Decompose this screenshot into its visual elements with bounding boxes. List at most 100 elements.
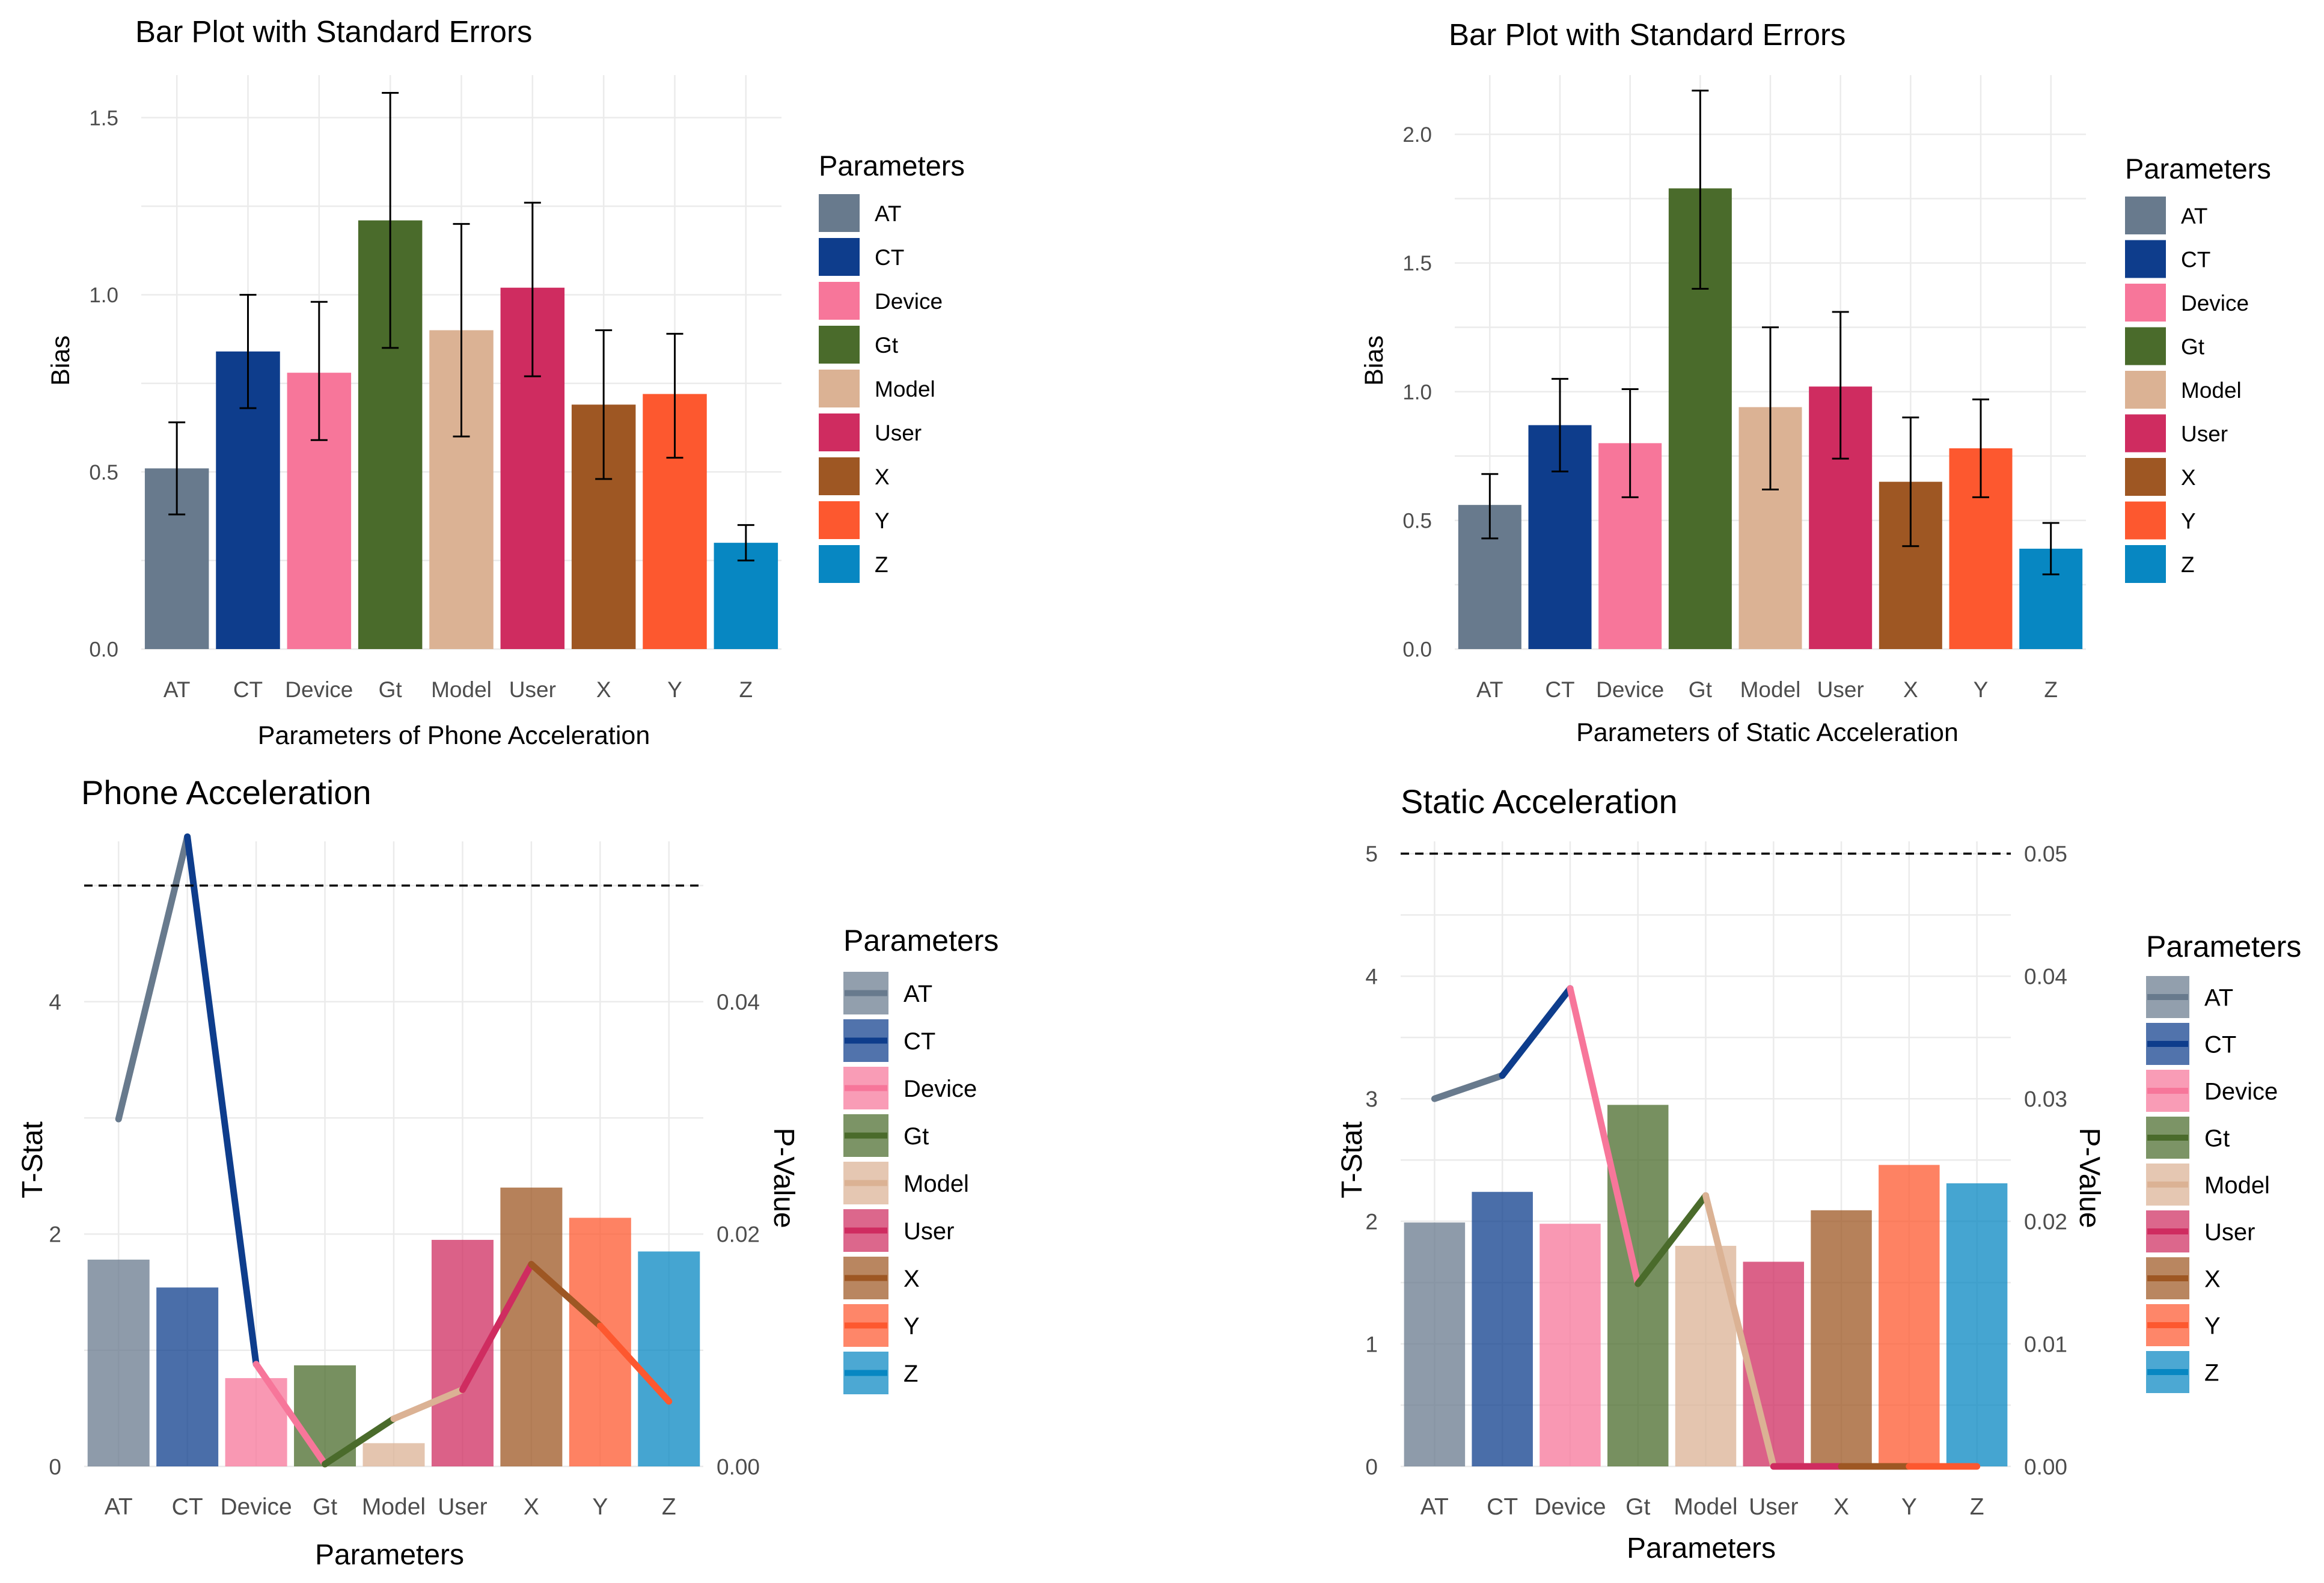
legend-key-gt <box>2125 327 2166 365</box>
legend-label-model: Model <box>2204 1172 2270 1198</box>
y-axis-title: T-Stat <box>1336 1121 1368 1198</box>
x-tick-label-x: X <box>1833 1494 1849 1520</box>
legend-label-ct: CT <box>2204 1031 2236 1058</box>
legend-label-ct: CT <box>904 1028 935 1055</box>
legend-label-device: Device <box>904 1076 977 1102</box>
y-axis-ticks: 0 1 2 3 4 5 <box>1365 842 1378 1480</box>
bar-y <box>569 1218 631 1466</box>
legend-label-z: Z <box>875 552 888 577</box>
x-axis-ticks: AT CT Device Gt Model User X Y Z <box>1476 677 2058 702</box>
legend: Parameters AT CT Device Gt Model User XYZ <box>2125 153 2271 583</box>
pvalue-segment-device <box>252 1361 329 1468</box>
y-right-axis-ticks: 0.00 0.02 0.04 <box>717 990 760 1479</box>
bar-model <box>362 1443 425 1466</box>
legend-label-z: Z <box>2181 552 2195 577</box>
legend-label-model: Model <box>2181 378 2242 403</box>
legend-label-device: Device <box>2181 291 2249 316</box>
x-tick-label-ct: CT <box>1487 1494 1518 1520</box>
y-tick-label: 0.0 <box>1402 638 1432 662</box>
y-tick-label: 0.0 <box>89 638 118 662</box>
pvalue-segment-gt <box>322 1415 397 1468</box>
legend-label-y: Y <box>2204 1313 2221 1339</box>
legend-label-ct: CT <box>875 245 904 270</box>
legend-key-at <box>2125 197 2166 234</box>
x-tick-label-y: Y <box>1974 677 1989 702</box>
legend-label-x: X <box>2204 1266 2221 1292</box>
bar-device <box>1540 1224 1601 1466</box>
legend-key-y <box>2125 501 2166 540</box>
x-tick-label-z: Z <box>662 1494 676 1520</box>
y-tick-label: 1 <box>1365 1332 1378 1356</box>
x-tick-label-at: AT <box>1476 677 1503 702</box>
y-tick-label: 4 <box>1365 965 1378 989</box>
y-right-tick-label: 0.01 <box>2024 1332 2067 1356</box>
x-tick-label-user: User <box>1749 1494 1798 1520</box>
pvalue-segment-model <box>390 1386 466 1423</box>
legend-label-x: X <box>875 465 890 489</box>
pvalue-segment-model <box>1702 1192 1777 1470</box>
x-tick-label-gt: Gt <box>313 1494 337 1520</box>
bar-y <box>1879 1165 1940 1466</box>
error-bars <box>168 91 754 562</box>
x-tick-label-y: Y <box>1901 1494 1917 1520</box>
y-right-tick-label: 0.04 <box>717 990 760 1014</box>
y-tick-label: 1.0 <box>89 284 118 307</box>
panel-static-bias: 0.00.51.01.52.0AT CT Device Gt Model User X Y ZB… <box>1360 17 2271 747</box>
legend-label-user: User <box>2181 421 2228 446</box>
chart-title: Bar Plot with Standard Errors <box>135 14 532 49</box>
y-right-axis-ticks: 0.00 0.01 0.02 0.03 0.04 0.05 <box>2024 842 2067 1480</box>
pvalue-line <box>115 833 673 1468</box>
legend-label-gt: Gt <box>875 333 899 358</box>
y-axis-ticks: 0 2 4 <box>49 990 61 1479</box>
x-tick-label-model: Model <box>362 1494 426 1520</box>
y-tick-label: 2 <box>49 1222 61 1247</box>
x-tick-label-x: X <box>596 677 611 702</box>
legend: Parameters AT CT Device Gt Model User XYZ <box>2146 930 2301 1393</box>
x-tick-label-gt: Gt <box>1625 1494 1650 1520</box>
x-tick-label-device: Device <box>285 677 353 702</box>
legend-key-ct <box>819 238 860 276</box>
legend-key-z <box>2125 545 2166 583</box>
legend-key-device <box>819 282 860 320</box>
x-tick-label-z: Z <box>1970 1494 1984 1520</box>
x-tick-label-device: Device <box>221 1494 292 1520</box>
x-tick-label-gt: Gt <box>379 677 403 702</box>
x-tick-label-ct: CT <box>233 677 263 702</box>
legend-label-y: Y <box>904 1313 920 1340</box>
legend-key-z <box>819 545 860 583</box>
y-tick-label: 2 <box>1365 1209 1378 1234</box>
x-tick-label-device: Device <box>1596 677 1664 702</box>
y-right-tick-label: 0.02 <box>717 1222 760 1247</box>
x-axis-title: Parameters of Phone Acceleration <box>258 721 650 750</box>
legend-label-x: X <box>904 1266 920 1292</box>
legend-label-model: Model <box>875 377 935 401</box>
legend-label-x: X <box>2181 465 2196 490</box>
bar-at <box>87 1259 150 1466</box>
error-bars <box>1481 90 2059 576</box>
x-tick-label-model: Model <box>1740 677 1801 702</box>
bar-at <box>1404 1222 1466 1466</box>
legend-label-at: AT <box>2181 204 2208 228</box>
y-axis-title: Bias <box>1360 335 1389 386</box>
x-tick-label-y: Y <box>667 677 682 702</box>
x-tick-label-ct: CT <box>1545 677 1574 702</box>
legend-key-user <box>2125 414 2166 453</box>
y-right-tick-label: 0.00 <box>717 1454 760 1479</box>
pvalue-segment-x <box>528 1261 604 1329</box>
y-tick-label: 0 <box>1365 1454 1378 1479</box>
y-axis-ticks: 0.0 0.5 1.0 1.5 <box>89 106 118 661</box>
bar-ct <box>156 1287 219 1466</box>
pvalue-segment-ct <box>184 833 260 1368</box>
legend-label-at: AT <box>904 981 932 1007</box>
x-tick-label-user: User <box>509 677 556 702</box>
y-axis-title: T-Stat <box>17 1121 49 1198</box>
y-right-axis-title: P-Value <box>2073 1127 2105 1228</box>
x-tick-label-at: AT <box>164 677 191 702</box>
x-tick-label-at: AT <box>1420 1494 1449 1520</box>
legend-key-gt <box>819 326 860 364</box>
x-tick-label-z: Z <box>739 677 753 702</box>
legend-label-at: AT <box>2204 984 2233 1011</box>
y-right-tick-label: 0.05 <box>2024 842 2067 867</box>
